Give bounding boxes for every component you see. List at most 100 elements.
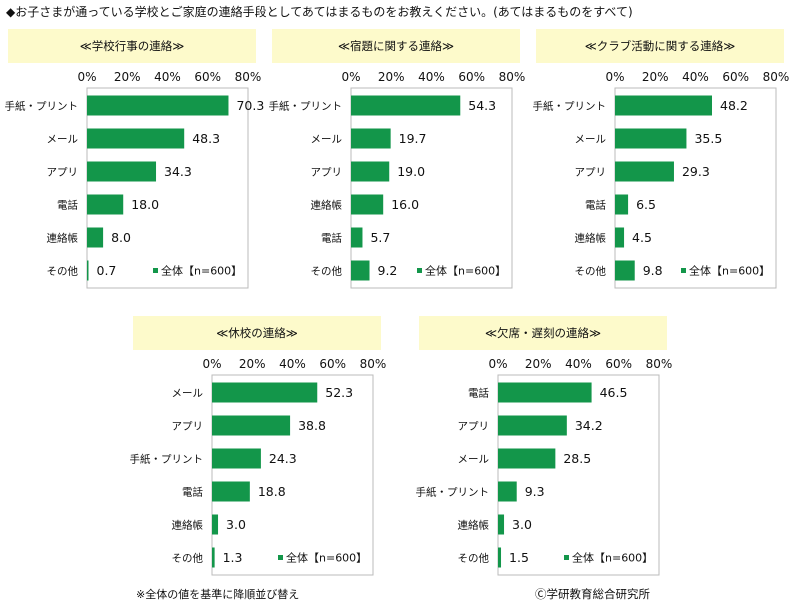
x-tick-label: 80% [499, 70, 526, 84]
x-tick-label: 20% [114, 70, 141, 84]
legend-swatch [681, 268, 686, 273]
category-label: 連絡帳 [47, 232, 79, 245]
bar [498, 382, 592, 403]
plot-frame [211, 374, 374, 576]
chart-panel-absence-lateness: ≪欠席・遅刻の連絡≫ 0% 20% 40% 60% 80% 電話 46.5 アプリ 34.2 メー… [416, 316, 673, 586]
value-label: 9.2 [378, 263, 398, 278]
category-label: 手紙・プリント [5, 100, 79, 113]
x-tick-label: 0% [341, 70, 360, 84]
category-label: 連絡帳 [575, 232, 607, 245]
category-label: アプリ [311, 167, 343, 179]
x-tick-label: 40% [154, 70, 181, 84]
value-label: 19.7 [399, 131, 427, 146]
category-label: 電話 [321, 232, 342, 245]
bar [498, 481, 517, 502]
x-tick-label: 0% [202, 357, 221, 371]
category-label: 手紙・プリント [416, 486, 490, 499]
chart-title: ≪欠席・遅刻の連絡≫ [419, 316, 667, 350]
bar [351, 161, 390, 182]
value-label: 35.5 [694, 131, 722, 146]
value-label: 34.2 [575, 418, 603, 433]
bar [615, 128, 687, 149]
x-tick-label: 80% [360, 357, 387, 371]
chart-panel-homework: ≪宿題に関する連絡≫ 0% 20% 40% 60% 80% 手紙・プリント 54.3 メール 1… [269, 29, 526, 299]
bar [351, 128, 391, 149]
x-tick-label: 40% [682, 70, 709, 84]
value-label: 0.7 [97, 263, 117, 278]
main-title: ◆お子さまが通っている学校とご家庭の連絡手段としてあてはまるものをお教えください… [6, 5, 633, 19]
x-tick-label: 40% [279, 357, 306, 371]
chart-panel-school-events: ≪学校行事の連絡≫ 0% 20% 40% 60% 80% 手紙・プリント 70.3 メール 48… [5, 29, 264, 299]
bar-chart-school-closure: 0% 20% 40% 60% 80% メール 52.3 アプリ 38.8 手紙・プリント 24.3 電… [130, 357, 387, 576]
x-tick-label: 20% [378, 70, 405, 84]
value-label: 6.5 [636, 197, 656, 212]
bar [87, 260, 89, 281]
value-label: 16.0 [391, 197, 419, 212]
plot-frame [86, 87, 249, 289]
legend-swatch [278, 555, 283, 560]
bar-chart-absence-lateness: 0% 20% 40% 60% 80% 電話 46.5 アプリ 34.2 メール 28.5 手紙・プリン… [416, 357, 673, 576]
value-label: 46.5 [600, 385, 628, 400]
x-tick-label: 60% [458, 70, 485, 84]
x-tick-label: 80% [763, 70, 790, 84]
bar [351, 95, 461, 116]
bar [498, 415, 567, 436]
value-label: 18.8 [258, 484, 286, 499]
bar [351, 260, 370, 281]
bar [87, 227, 104, 248]
bar-chart-school-events: 0% 20% 40% 60% 80% 手紙・プリント 70.3 メール 48.3 アプリ 34.3 電… [5, 70, 264, 289]
plot-frame [497, 374, 660, 576]
legend-label: 全体【n=600】 [572, 551, 653, 565]
category-label: 電話 [182, 486, 203, 499]
value-label: 18.0 [131, 197, 159, 212]
x-tick-label: 80% [235, 70, 262, 84]
bar [615, 95, 713, 116]
bar [351, 194, 384, 215]
x-tick-label: 60% [319, 357, 346, 371]
value-label: 54.3 [468, 98, 496, 113]
bar [87, 95, 229, 116]
legend-swatch [564, 555, 569, 560]
category-label: アプリ [458, 421, 490, 433]
value-label: 52.3 [325, 385, 353, 400]
value-label: 29.3 [682, 164, 710, 179]
value-label: 28.5 [563, 451, 591, 466]
chart-title: ≪宿題に関する連絡≫ [272, 29, 520, 63]
value-label: 4.5 [632, 230, 652, 245]
bar [212, 514, 219, 535]
bar [212, 547, 215, 568]
x-tick-label: 80% [646, 357, 673, 371]
category-label: 電話 [57, 199, 78, 212]
category-label: アプリ [575, 167, 607, 179]
bar [87, 194, 124, 215]
legend-label: 全体【n=600】 [425, 264, 506, 278]
category-label: メール [47, 134, 79, 146]
category-label: その他 [47, 265, 79, 278]
value-label: 5.7 [370, 230, 390, 245]
bar [212, 382, 318, 403]
category-label: その他 [172, 552, 204, 565]
value-label: 1.3 [223, 550, 243, 565]
legend-label: 全体【n=600】 [689, 264, 770, 278]
bar [498, 448, 556, 469]
chart-title: ≪休校の連絡≫ [133, 316, 381, 350]
category-label: その他 [311, 265, 343, 278]
bar-chart-homework: 0% 20% 40% 60% 80% 手紙・プリント 54.3 メール 19.7 アプリ 19.0 連… [269, 70, 526, 289]
chart-panel-school-closure: ≪休校の連絡≫ 0% 20% 40% 60% 80% メール 52.3 アプリ 38.8 手紙・プ… [130, 316, 387, 586]
chart-title: ≪学校行事の連絡≫ [8, 29, 256, 63]
bar [87, 128, 185, 149]
x-tick-label: 40% [418, 70, 445, 84]
chart-panel-club-activities: ≪クラブ活動に関する連絡≫ 0% 20% 40% 60% 80% 手紙・プリント 48.2 メ… [533, 29, 790, 299]
value-label: 9.8 [643, 263, 663, 278]
x-tick-label: 60% [605, 357, 632, 371]
value-label: 24.3 [269, 451, 297, 466]
bar [212, 481, 250, 502]
value-label: 3.0 [512, 517, 532, 532]
value-label: 9.3 [525, 484, 545, 499]
credit: Ⓒ学研教育総合研究所 [535, 587, 650, 601]
category-label: その他 [458, 552, 490, 565]
bar [87, 161, 157, 182]
bar [615, 194, 629, 215]
plot-frame [614, 87, 777, 289]
bar [498, 547, 502, 568]
